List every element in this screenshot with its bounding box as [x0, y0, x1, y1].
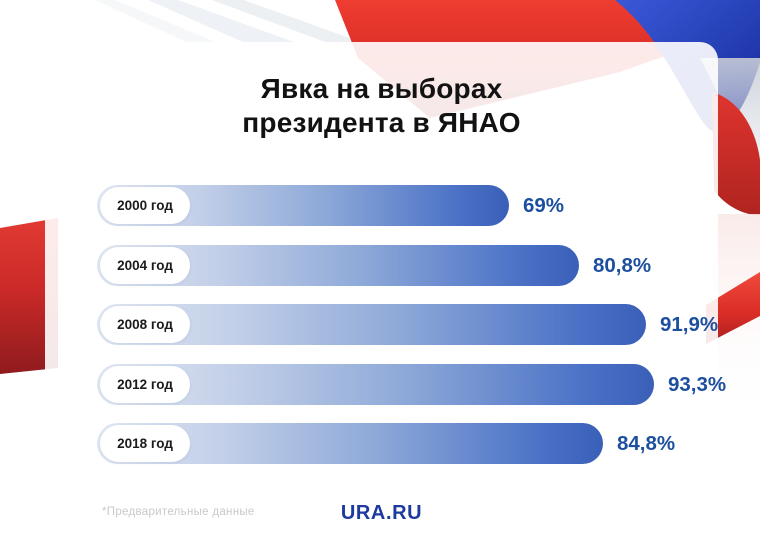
year-label-2012: 2012 год [100, 366, 190, 403]
bar-2004: 2004 год [97, 245, 579, 286]
content-panel: Явка на выборах президента в ЯНАО 2000 г… [45, 42, 726, 557]
bar-row-2012: 2012 год 93,3% [97, 364, 726, 405]
ura-ru-logo: URA.RU [340, 502, 423, 524]
chart-title-line2: президента в ЯНАО [242, 107, 521, 138]
chart-title: Явка на выборах президента в ЯНАО [45, 72, 718, 140]
year-label-2000: 2000 год [100, 187, 190, 224]
bar-row-2004: 2004 год 80,8% [97, 245, 651, 286]
bar-row-2008: 2008 год 91,9% [97, 304, 718, 345]
value-label-2018: 84,8% [617, 431, 676, 455]
year-label-2018: 2018 год [100, 425, 190, 462]
value-label-2004: 80,8% [593, 253, 652, 277]
chart-title-line1: Явка на выборах [260, 73, 503, 104]
bar-row-2000: 2000 год 69% [97, 185, 564, 226]
year-label-2004: 2004 год [100, 247, 190, 284]
bar-2018: 2018 год [97, 423, 603, 464]
bar-2000: 2000 год [97, 185, 509, 226]
value-label-2012: 93,3% [668, 372, 727, 396]
bar-row-2018: 2018 год 84,8% [97, 423, 675, 464]
value-label-2000: 69% [523, 193, 565, 217]
year-label-2008: 2008 год [100, 306, 190, 343]
value-label-2008: 91,9% [660, 312, 719, 336]
bar-2008: 2008 год [97, 304, 646, 345]
preliminary-data-note: *Предварительные данные [102, 506, 255, 518]
bar-2012: 2012 год [97, 364, 654, 405]
